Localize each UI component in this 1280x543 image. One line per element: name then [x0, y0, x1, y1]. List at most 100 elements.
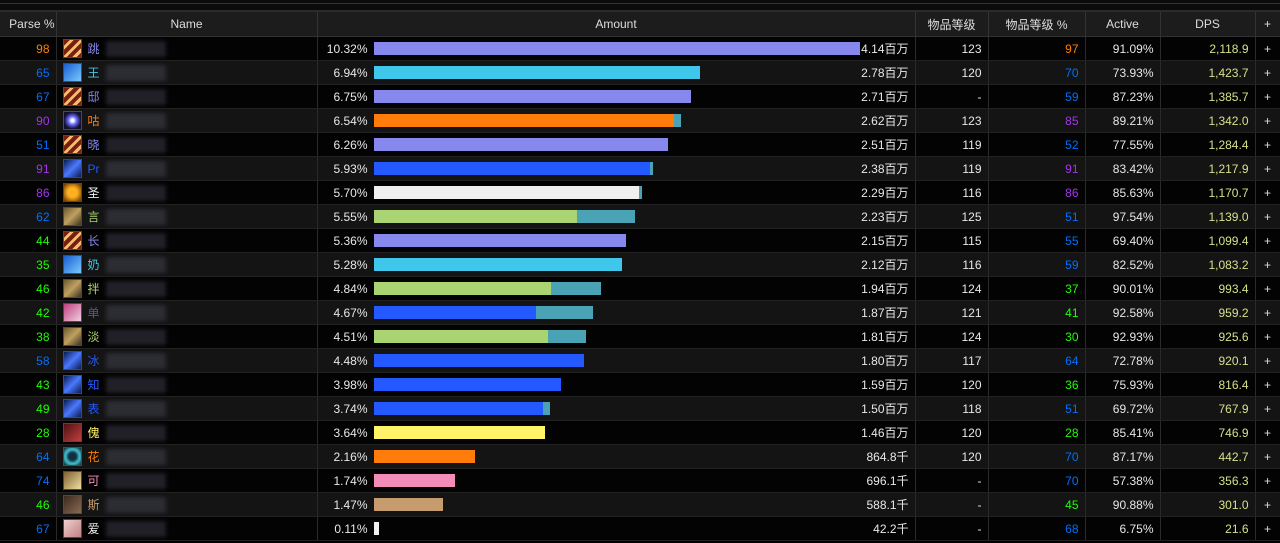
table-row[interactable]: 62 言 5.55% 2.23百万 125 51 97.54% 1,139.0 + — [0, 204, 1280, 229]
header-add[interactable]: + — [1255, 12, 1280, 37]
name-cell[interactable]: 圣 — [56, 180, 318, 205]
expand-button[interactable]: + — [1255, 156, 1280, 181]
amount-bar — [373, 522, 845, 535]
table-row[interactable]: 67 邸 6.75% 2.71百万 - 59 87.23% 1,385.7 + — [0, 84, 1280, 109]
header-parse[interactable]: Parse % — [0, 12, 57, 37]
name-cell[interactable]: 邸 — [56, 84, 318, 109]
player-name[interactable]: 言 — [87, 210, 100, 224]
name-cell[interactable]: 晓 — [56, 132, 318, 157]
header-item-level-pct[interactable]: 物品等级 % — [988, 12, 1086, 37]
expand-button[interactable]: + — [1255, 60, 1280, 85]
expand-button[interactable]: + — [1255, 84, 1280, 109]
item-level-percent: 70 — [988, 468, 1086, 493]
table-row[interactable]: 65 王 6.94% 2.78百万 120 70 73.93% 1,423.7 + — [0, 60, 1280, 85]
player-name[interactable]: 可 — [87, 474, 100, 488]
player-name[interactable]: 冰 — [87, 354, 100, 368]
name-cell[interactable]: 奶 — [56, 252, 318, 277]
player-name[interactable]: 跳 — [87, 42, 100, 56]
table-row[interactable]: 67 爱 0.11% 42.2千 - 68 6.75% 21.6 + — [0, 516, 1280, 541]
expand-button[interactable]: + — [1255, 492, 1280, 517]
name-cell[interactable]: 长 — [56, 228, 318, 253]
table-row[interactable]: 74 可 1.74% 696.1千 - 70 57.38% 356.3 + — [0, 468, 1280, 493]
player-name[interactable]: 长 — [87, 234, 100, 248]
expand-button[interactable]: + — [1255, 324, 1280, 349]
table-row[interactable]: 51 晓 6.26% 2.51百万 119 52 77.55% 1,284.4 + — [0, 132, 1280, 157]
player-name[interactable]: 花 — [87, 450, 100, 464]
name-cell[interactable]: 斯 — [56, 492, 318, 517]
name-cell[interactable]: 可 — [56, 468, 318, 493]
name-cell[interactable]: 冰 — [56, 348, 318, 373]
table-row[interactable]: 44 长 5.36% 2.15百万 115 55 69.40% 1,099.4 + — [0, 228, 1280, 253]
item-level-percent: 37 — [988, 276, 1086, 301]
expand-button[interactable]: + — [1255, 468, 1280, 493]
name-cell[interactable]: 爱 — [56, 516, 318, 541]
expand-button[interactable]: + — [1255, 132, 1280, 157]
player-name[interactable]: 奶 — [87, 258, 100, 272]
table-row[interactable]: 91 Pr 5.93% 2.38百万 119 91 83.42% 1,217.9 … — [0, 156, 1280, 181]
header-dps[interactable]: DPS — [1160, 12, 1256, 37]
name-cell[interactable]: 淡 — [56, 324, 318, 349]
table-row[interactable]: 58 冰 4.48% 1.80百万 117 64 72.78% 920.1 + — [0, 348, 1280, 373]
player-name[interactable]: 淡 — [87, 330, 100, 344]
player-name[interactable]: 知 — [87, 378, 100, 392]
player-name[interactable]: 斯 — [87, 498, 100, 512]
table-row[interactable]: 42 单 4.67% 1.87百万 121 41 92.58% 959.2 + — [0, 300, 1280, 325]
expand-button[interactable]: + — [1255, 396, 1280, 421]
table-row[interactable]: 46 斯 1.47% 588.1千 - 45 90.88% 301.0 + — [0, 492, 1280, 517]
player-name[interactable]: 拌 — [87, 282, 100, 296]
player-name[interactable]: 邸 — [87, 90, 100, 104]
amount-cell: 5.28% 2.12百万 — [317, 252, 916, 277]
name-cell[interactable]: Pr — [56, 156, 318, 181]
expand-button[interactable]: + — [1255, 300, 1280, 325]
header-name[interactable]: Name — [56, 12, 318, 37]
header-active[interactable]: Active — [1085, 12, 1161, 37]
header-amount[interactable]: Amount — [317, 12, 916, 37]
expand-button[interactable]: + — [1255, 444, 1280, 469]
expand-button[interactable]: + — [1255, 108, 1280, 133]
dps-value: 925.6 — [1160, 324, 1256, 349]
name-cell[interactable]: 言 — [56, 204, 318, 229]
table-row[interactable]: 43 知 3.98% 1.59百万 120 36 75.93% 816.4 + — [0, 372, 1280, 397]
player-name[interactable]: 王 — [87, 66, 100, 80]
name-cell[interactable]: 傀 — [56, 420, 318, 445]
table-row[interactable]: 35 奶 5.28% 2.12百万 116 59 82.52% 1,083.2 + — [0, 252, 1280, 277]
table-row[interactable]: 28 傀 3.64% 1.46百万 120 28 85.41% 746.9 + — [0, 420, 1280, 445]
name-cell[interactable]: 花 — [56, 444, 318, 469]
expand-button[interactable]: + — [1255, 204, 1280, 229]
player-name[interactable]: 晓 — [87, 138, 100, 152]
table-row[interactable]: 86 圣 5.70% 2.29百万 116 86 85.63% 1,170.7 + — [0, 180, 1280, 205]
player-name[interactable]: 圣 — [87, 186, 100, 200]
name-cell[interactable]: 拌 — [56, 276, 318, 301]
player-name[interactable]: 单 — [87, 306, 100, 320]
name-cell[interactable]: 知 — [56, 372, 318, 397]
table-row[interactable]: 46 拌 4.84% 1.94百万 124 37 90.01% 993.4 + — [0, 276, 1280, 301]
expand-button[interactable]: + — [1255, 348, 1280, 373]
expand-button[interactable]: + — [1255, 420, 1280, 445]
expand-button[interactable]: + — [1255, 252, 1280, 277]
table-row[interactable]: 38 淡 4.51% 1.81百万 124 30 92.93% 925.6 + — [0, 324, 1280, 349]
amount-percent: 4.51% — [333, 329, 368, 344]
name-cell[interactable]: 单 — [56, 300, 318, 325]
expand-button[interactable]: + — [1255, 228, 1280, 253]
player-name[interactable]: 表 — [87, 402, 100, 416]
expand-button[interactable]: + — [1255, 276, 1280, 301]
expand-button[interactable]: + — [1255, 36, 1280, 61]
expand-button[interactable]: + — [1255, 180, 1280, 205]
player-name[interactable]: Pr — [87, 161, 100, 176]
table-row[interactable]: 90 咕 6.54% 2.62百万 123 85 89.21% 1,342.0 + — [0, 108, 1280, 133]
player-name[interactable]: 咕 — [87, 114, 100, 128]
name-cell[interactable]: 跳 — [56, 36, 318, 61]
name-cell[interactable]: 咕 — [56, 108, 318, 133]
table-row[interactable]: 49 表 3.74% 1.50百万 118 51 69.72% 767.9 + — [0, 396, 1280, 421]
name-cell[interactable]: 王 — [56, 60, 318, 85]
expand-button[interactable]: + — [1255, 516, 1280, 541]
expand-button[interactable]: + — [1255, 372, 1280, 397]
amount-value: 1.46百万 — [861, 426, 909, 440]
table-row[interactable]: 64 花 2.16% 864.8千 120 70 87.17% 442.7 + — [0, 444, 1280, 469]
name-cell[interactable]: 表 — [56, 396, 318, 421]
player-name[interactable]: 爱 — [87, 522, 100, 536]
table-row[interactable]: 98 跳 10.32% 4.14百万 123 97 91.09% 2,118.9 … — [0, 36, 1280, 61]
header-item-level[interactable]: 物品等级 — [915, 12, 989, 37]
player-name[interactable]: 傀 — [87, 426, 100, 440]
amount-cell: 4.51% 1.81百万 — [317, 324, 916, 349]
